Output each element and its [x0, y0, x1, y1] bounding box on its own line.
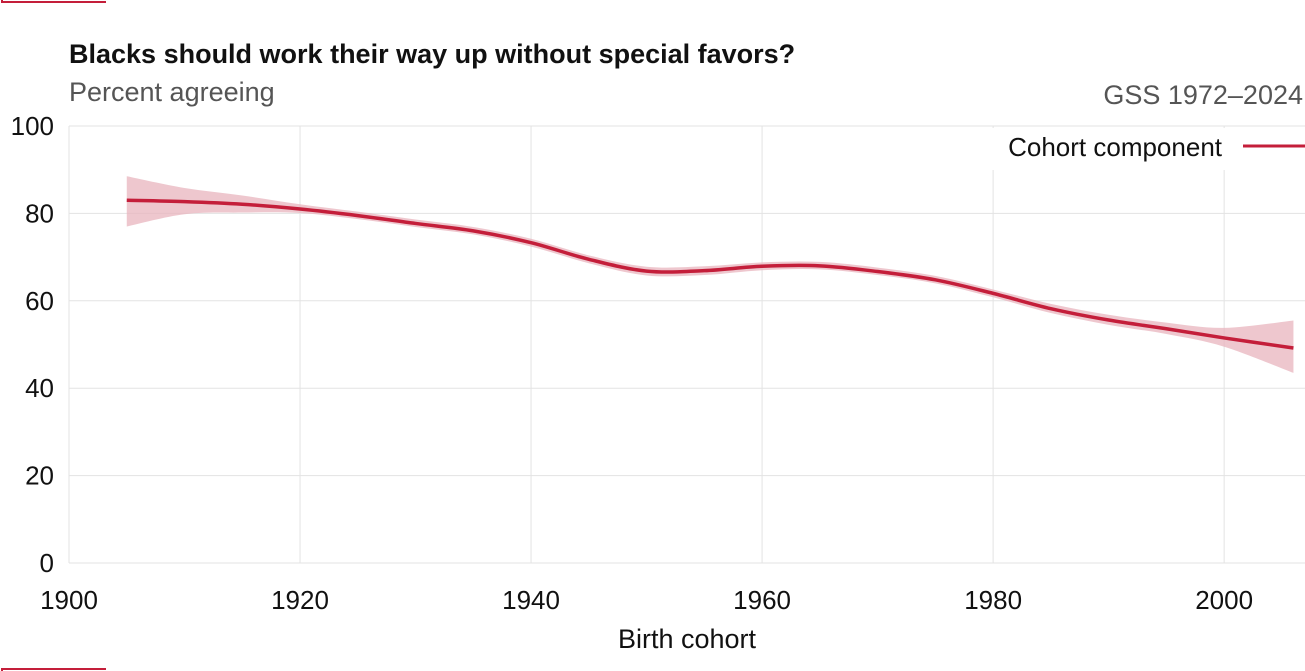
chart-title: Blacks should work their way up without … — [69, 39, 795, 69]
x-tick-label: 1980 — [964, 585, 1022, 615]
y-tick-label: 20 — [25, 461, 54, 491]
confidence-bands — [126, 176, 1294, 373]
x-tick-label: 1900 — [40, 585, 98, 615]
legend: Cohort component — [1008, 132, 1305, 162]
x-tick-label: 1920 — [271, 585, 329, 615]
y-tick-label: 100 — [11, 111, 54, 141]
x-axis-label: Birth cohort — [618, 624, 757, 654]
data-source-label: GSS 1972–2024 — [1103, 80, 1303, 110]
corner-mark-bottom — [1, 668, 106, 671]
grid-lines — [68, 125, 1305, 564]
y-tick-label: 80 — [25, 198, 54, 228]
corner-mark-top — [1, 0, 106, 3]
y-tick-label: 60 — [25, 286, 54, 316]
series-line — [126, 198, 1294, 350]
x-tick-label: 2000 — [1195, 585, 1253, 615]
legend-background — [965, 128, 1305, 170]
y-axis-ticks: 0 20 40 60 80 100 — [11, 111, 54, 578]
chart-subtitle: Percent agreeing — [69, 77, 275, 107]
x-tick-label: 1940 — [502, 585, 560, 615]
legend-label: Cohort component — [1008, 132, 1223, 162]
x-tick-label: 1960 — [733, 585, 791, 615]
y-tick-label: 0 — [40, 548, 54, 578]
y-tick-label: 40 — [25, 373, 54, 403]
x-axis-ticks: 1900 1920 1940 1960 1980 2000 — [40, 585, 1253, 615]
series-lines — [126, 198, 1294, 350]
confidence-band — [126, 176, 1294, 373]
